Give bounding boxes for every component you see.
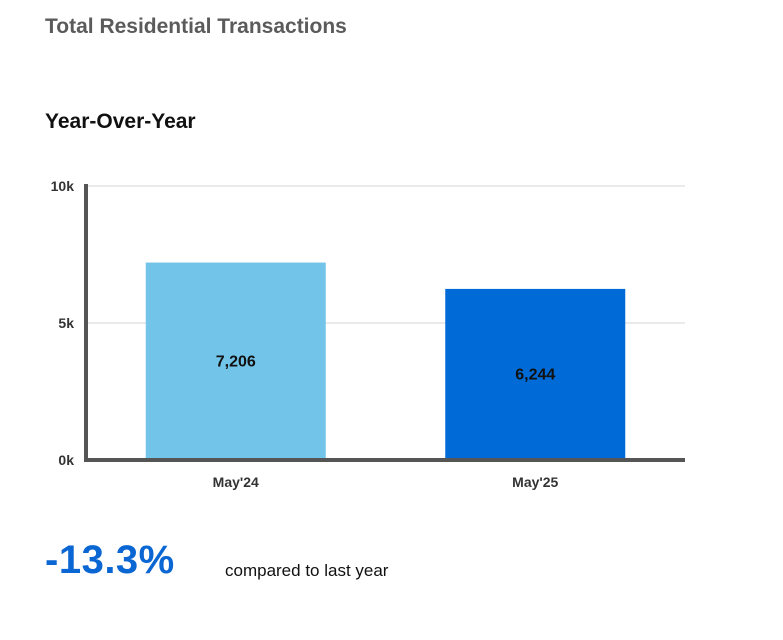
x-tick-label: May'25 [512, 474, 558, 490]
bar-value-label: 7,206 [216, 353, 256, 370]
chart-subtitle: Year-Over-Year [45, 110, 196, 133]
comparison-label: compared to last year [225, 561, 389, 580]
x-tick-label: May'24 [213, 474, 259, 490]
y-tick-label: 10k [51, 178, 75, 194]
change-percentage: -13.3% [45, 538, 175, 582]
bar [145, 262, 326, 460]
y-tick-label: 0k [58, 452, 74, 468]
card-title: Total Residential Transactions [45, 15, 347, 38]
bar-value-label: 6,244 [515, 366, 555, 383]
y-tick-label: 5k [58, 315, 74, 331]
bar [445, 288, 626, 460]
